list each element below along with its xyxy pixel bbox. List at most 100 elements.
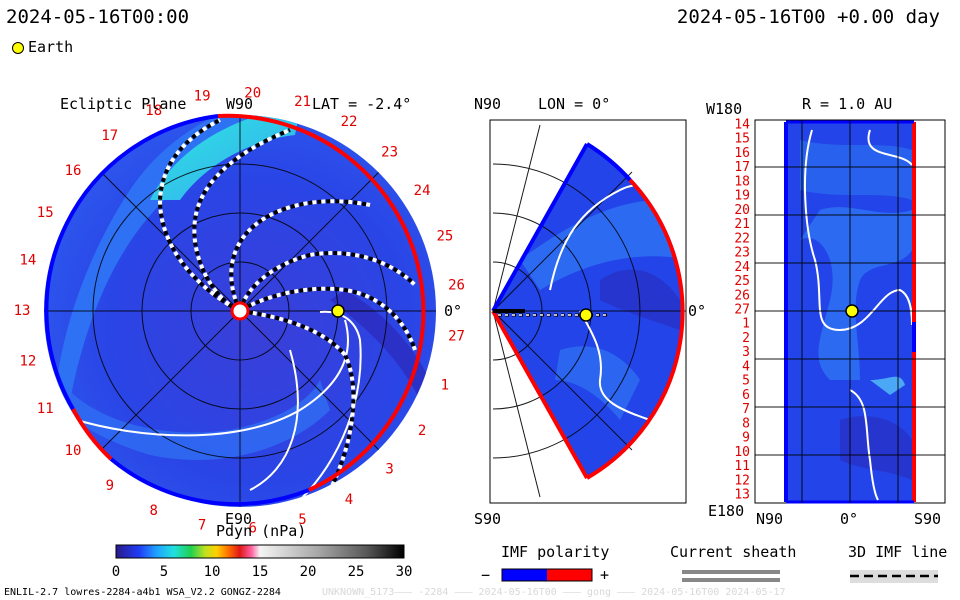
colorbar-tick-label: 30 (396, 564, 413, 580)
ecliptic-title: Ecliptic Plane (60, 95, 187, 113)
ecliptic-tick-label: 11 (37, 401, 54, 417)
ecliptic-tick-label: 20 (244, 85, 261, 101)
radial-y-tick-label: 17 (734, 160, 750, 175)
radial-r-label: R = 1.0 AU (802, 95, 893, 113)
radial-y-tick-label: 9 (742, 431, 750, 446)
radial-y-tick-label: 1 (742, 317, 750, 332)
earth-legend: Earth (12, 38, 73, 56)
colorbar-ticks: 0 5 10 15 20 25 30 (112, 564, 413, 580)
ecliptic-plane-panel: 19 20212223242526271234567891011121314151… (14, 85, 465, 536)
radial-y-tick-label: 12 (734, 473, 750, 488)
meridional-bottom-label: S90 (474, 510, 502, 528)
ecliptic-tick-label: 16 (65, 163, 82, 179)
ecliptic-structures (44, 115, 436, 507)
radial-y-tick-label: 8 (742, 416, 750, 431)
earth-legend-label: Earth (28, 38, 74, 56)
earth-marker (331, 304, 345, 318)
footer-model: ENLIL-2.7 lowres-2284-a4b1 WSA_V2.2 GONG… (4, 587, 281, 598)
colorbar-tick-label: 5 (160, 564, 168, 580)
ecliptic-tick-label: 13 (14, 303, 31, 319)
ecliptic-tick-label: 2 (418, 423, 426, 439)
ecliptic-longitude-ticks: 19 20212223242526271234567891011121314151… (14, 85, 465, 536)
sun-marker (230, 301, 250, 321)
meridional-right-label: 0° (688, 302, 707, 320)
ecliptic-tick-label: 27 (448, 328, 465, 344)
current-sheath-legend (682, 570, 780, 582)
radial-y-tick-label: 4 (742, 359, 750, 374)
colorbar-tick-label: 20 (300, 564, 317, 580)
ecliptic-rim-positive-2 (71, 408, 113, 461)
radial-top-label: W180 (706, 100, 743, 118)
radial-y-tick-label: 27 (734, 303, 750, 318)
ecliptic-tick-label: 4 (345, 492, 353, 508)
radial-y-tick-label: 25 (734, 274, 750, 289)
radial-y-tick-label: 3 (742, 345, 750, 360)
imf-line-legend (850, 570, 938, 583)
radial-y-tick-label: 26 (734, 288, 750, 303)
ecliptic-tick-label: 17 (101, 128, 118, 144)
ecliptic-tick-label: 24 (414, 183, 431, 199)
ecliptic-tick-label: 25 (436, 228, 453, 244)
ecliptic-tick-label: 3 (385, 462, 393, 478)
earth-marker-radial (845, 304, 859, 318)
radial-y-tick-label: 23 (734, 246, 750, 261)
radial-y-tick-label: 15 (734, 132, 750, 147)
earth-marker-icon (12, 41, 24, 54)
ecliptic-right-label: 0° (444, 302, 463, 320)
ecliptic-tick-label: 15 (37, 205, 54, 221)
ecliptic-tick-label: 22 (341, 114, 358, 130)
radial-y-tick-label: 16 (734, 146, 750, 161)
radial-y-tick-label: 24 (734, 260, 750, 275)
header-time-right: 2024-05-16T00 +0.00 day (676, 6, 940, 28)
imf-negative-swatch (502, 569, 547, 581)
imf-polarity-title: IMF polarity (501, 543, 610, 561)
radial-y-ticks: 1415161718192021222324252627123456789101… (734, 118, 750, 503)
earth-marker-meridional (579, 308, 593, 322)
radial-y-tick-label: 22 (734, 231, 750, 246)
colorbar-tick-label: 15 (252, 564, 269, 580)
current-sheath-title: Current sheath (670, 543, 797, 561)
header-time-left: 2024-05-16T00:00 (6, 6, 190, 28)
ecliptic-tick-label: 12 (19, 353, 36, 369)
radial-y-tick-label: 21 (734, 217, 750, 232)
meridional-lon-label: LON = 0° (538, 95, 611, 113)
ecliptic-tick-label: 6 (248, 521, 256, 537)
imf-positive-swatch (547, 569, 592, 581)
radial-y-tick-label: 19 (734, 189, 750, 204)
ecliptic-tick-label: 8 (149, 503, 157, 519)
ecliptic-tick-label: 10 (65, 443, 82, 459)
meridional-panel (489, 119, 687, 504)
ecliptic-tick-label: 19 (194, 88, 211, 104)
radial-bottom-label: E180 (708, 502, 745, 520)
ecliptic-tick-label: 26 (448, 278, 465, 294)
imf-polarity-legend (501, 568, 593, 582)
ecliptic-tick-label: 9 (106, 478, 114, 494)
ecliptic-tick-label: 1 (441, 378, 449, 394)
ecliptic-rim-negative (109, 457, 310, 507)
ecliptic-tick-label: 14 (19, 253, 36, 269)
ecliptic-rim-positive (217, 113, 426, 492)
radial-y-tick-label: 7 (742, 402, 750, 417)
footer-run-id: UNKNOWN_5173––– -2284 ––– 2024-05-16T00 … (322, 587, 786, 598)
ecliptic-tick-label: 18 (145, 103, 162, 119)
ecliptic-tick-label: 21 (294, 94, 311, 110)
radial-y-tick-label: 14 (734, 118, 750, 133)
ecliptic-bottom-label: E90 (225, 510, 253, 528)
imf-line-title: 3D IMF line (848, 543, 948, 561)
ecliptic-lat-label: LAT = -2.4° (312, 95, 412, 113)
colorbar-tick-label: 10 (204, 564, 221, 580)
imf-minus-label: − (481, 566, 491, 584)
radial-x-left: N90 (756, 510, 784, 528)
ecliptic-tick-label: 23 (381, 144, 398, 160)
ecliptic-tick-label: 7 (198, 518, 206, 534)
colorbar-tick-label: 0 (112, 564, 120, 580)
radial-y-tick-label: 10 (734, 445, 750, 460)
ecliptic-rim-negative-2 (44, 114, 219, 411)
radial-y-tick-label: 11 (734, 459, 750, 474)
radial-y-tick-label: 5 (742, 374, 750, 389)
radial-y-tick-label: 2 (742, 331, 750, 346)
radial-y-tick-label: 13 (734, 488, 750, 503)
meridional-top-label: N90 (474, 95, 502, 113)
radial-panel: 1415161718192021222324252627123456789101… (734, 118, 946, 504)
ecliptic-tick-label: 5 (298, 512, 306, 528)
